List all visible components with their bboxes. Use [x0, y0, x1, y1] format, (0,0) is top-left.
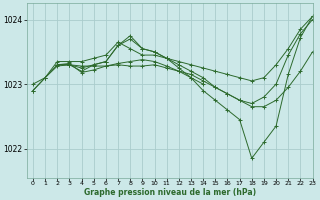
X-axis label: Graphe pression niveau de la mer (hPa): Graphe pression niveau de la mer (hPa) — [84, 188, 256, 197]
